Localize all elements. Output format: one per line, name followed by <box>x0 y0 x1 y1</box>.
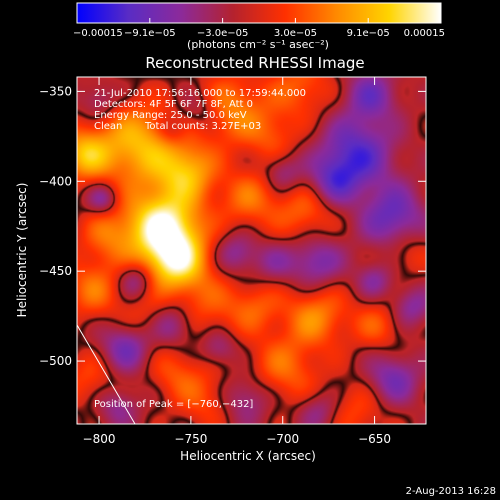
x-tick-label: −650 <box>358 432 391 446</box>
time-range-annotation: 21-Jul-2010 17:56:16.000 to 17:59:44.000 <box>94 88 306 99</box>
x-tick-label: −750 <box>174 432 207 446</box>
colorbar-tick-label: 3.0e−05 <box>274 28 317 39</box>
y-axis-ticks: −350 −400 −450 −500 <box>39 84 426 368</box>
clean-annotation: Clean <box>94 121 122 132</box>
x-axis-label: Heliocentric X (arcsec) <box>180 449 316 463</box>
colorbar-tick-label: −3.0e−05 <box>197 28 249 39</box>
annotation-block: 21-Jul-2010 17:56:16.000 to 17:59:44.000… <box>94 88 306 410</box>
y-tick-label: −450 <box>39 264 72 278</box>
colorbar-tick-label: −0.00015 <box>73 28 123 39</box>
total-counts-annotation: Total counts: 3.27E+03 <box>144 121 261 132</box>
y-tick-label: −400 <box>39 174 72 188</box>
image-container <box>77 77 426 424</box>
heatmap-image <box>77 77 426 424</box>
colorbar-ticks <box>76 18 442 23</box>
energy-range-annotation: Energy Range: 25.0 - 50.0 keV <box>94 110 247 121</box>
plot-frame <box>76 76 427 425</box>
colorbar-tick-label: −9.1e−05 <box>124 28 176 39</box>
y-axis-label: Heliocentric Y (arcsec) <box>15 183 29 318</box>
x-axis-ticks: −800 −750 −700 −650 <box>83 77 391 446</box>
detectors-annotation: Detectors: 4F 5F 6F 7F 8F, Att 0 <box>94 99 253 110</box>
x-tick-label: −800 <box>83 432 116 446</box>
colorbar-tick-label: 0.00015 <box>404 28 445 39</box>
colorbar-label: (photons cm⁻² s⁻¹ asec⁻²) <box>187 38 329 51</box>
date-stamp: 2-Aug-2013 16:28 <box>406 486 496 497</box>
y-tick-label: −500 <box>39 354 72 368</box>
chart-title: Reconstructed RHESSI Image <box>145 54 364 72</box>
y-tick-label: −350 <box>39 84 72 98</box>
colorbar-tick-label: 9.1e−05 <box>347 28 390 39</box>
colorbar <box>76 2 442 24</box>
peak-position-annotation: Position of Peak = [−760,−432] <box>94 399 253 410</box>
solar-limb-line <box>76 324 136 425</box>
x-tick-label: −700 <box>266 432 299 446</box>
colorbar-tick-labels: −0.00015 −9.1e−05 −3.0e−05 3.0e−05 9.1e−05 0.… <box>73 28 445 39</box>
